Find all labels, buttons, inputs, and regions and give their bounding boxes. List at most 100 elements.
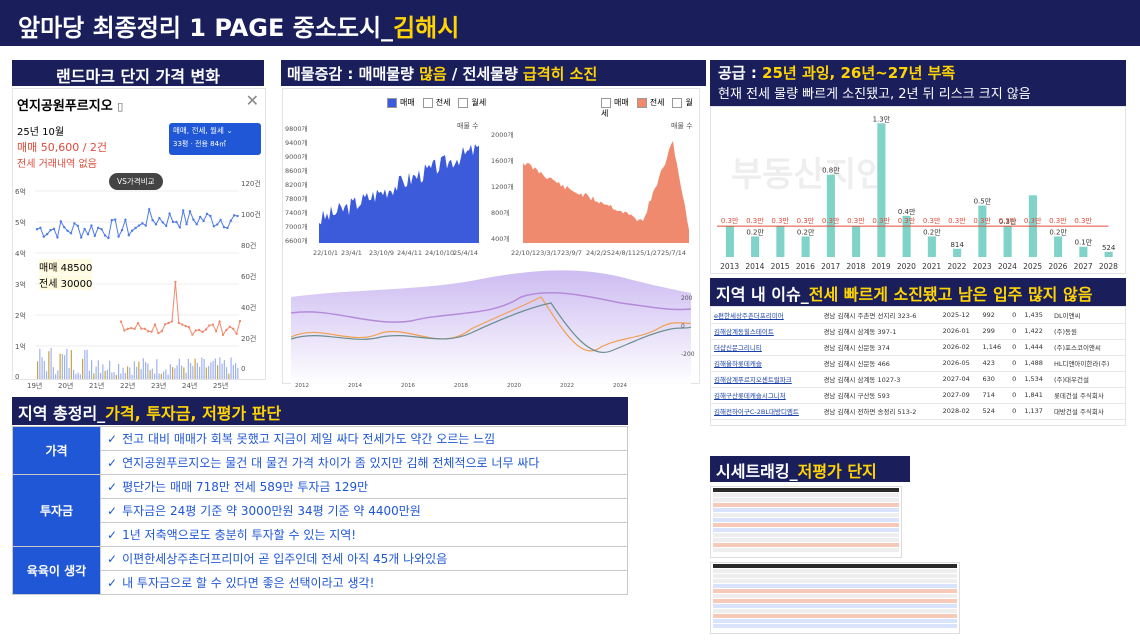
rent-price-point: [184, 324, 187, 328]
trade-price-point: [35, 227, 39, 231]
map-icon[interactable]: ▯: [117, 100, 124, 113]
volume-bar: [91, 360, 93, 379]
legend-item[interactable]: 전세: [636, 97, 664, 108]
summary-line: ✓ 내 투자금으로 할 수 있다면 좋은 선택이라고 생각!: [100, 570, 628, 595]
table-cell: 423: [979, 355, 1010, 372]
close-icon[interactable]: ✕: [245, 91, 259, 110]
volume-bar: [199, 366, 201, 379]
supply-year-label: 2020: [897, 262, 916, 271]
legend-item[interactable]: 전세: [422, 97, 450, 108]
trade-price-point: [69, 232, 73, 235]
volume-bar: [217, 365, 219, 379]
supply-data-label: 0.5만: [974, 197, 992, 206]
complex-link[interactable]: 김해삼계동힐스테이트: [711, 323, 821, 340]
table-cell: 1,488: [1021, 355, 1051, 372]
demand-label: 0.3만: [771, 216, 789, 225]
trade-price-point: [42, 235, 45, 238]
overlay-x-tick: 2018: [454, 383, 468, 389]
legend-item[interactable]: 월세: [458, 97, 487, 108]
legend-item[interactable]: 매매: [387, 97, 415, 108]
complex-link[interactable]: 김해삼계푸르지오센트럴파크: [711, 371, 821, 388]
table-cell: (주)동원: [1050, 323, 1125, 340]
trade-price-point: [107, 236, 110, 240]
trade-price-point: [73, 222, 76, 225]
supply-bar: [1054, 236, 1063, 257]
volume-bar: [138, 361, 140, 379]
volume-bar: [102, 364, 104, 379]
summary-row: ✓ 1년 저축액으로도 충분히 투자할 수 있는 지역!: [13, 522, 628, 547]
left-tick-label: 3억: [15, 281, 26, 289]
trade-y-tick: 9400개: [285, 139, 308, 147]
table-cell: (주)포스코이앤씨: [1050, 339, 1125, 356]
table-cell: 992: [979, 307, 1010, 324]
complex-name-text: 연지공원푸르지오: [17, 99, 113, 114]
legend-item[interactable]: 월세: [601, 97, 693, 118]
volume-bar: [46, 371, 48, 379]
table-cell: 2026-01: [939, 323, 980, 340]
right-tick-label: 20건: [241, 335, 257, 343]
rent-price-point: [170, 320, 174, 323]
supply-bar: [877, 123, 886, 258]
trade-price-point: [100, 228, 103, 231]
rent-price-point: [123, 329, 126, 332]
volume-bar: [208, 366, 210, 379]
demand-label: 0.3만: [847, 216, 865, 225]
complex-link[interactable]: 김해구산롯데캐슬시그니처: [711, 387, 821, 404]
volume-bar: [109, 360, 111, 379]
sheet-row: [713, 574, 957, 578]
sheet-row: [713, 604, 957, 608]
demand-label: 0.3만: [923, 216, 941, 225]
legend-item[interactable]: 매매: [601, 97, 629, 108]
volume-bar: [140, 368, 142, 379]
volume-bar: [79, 374, 81, 379]
trade-price-point: [131, 229, 134, 232]
volume-bar: [160, 373, 162, 379]
landmark-chart: [35, 190, 242, 379]
supply-year-label: 2013: [720, 262, 739, 271]
trade-price-point: [233, 214, 236, 217]
volume-bar: [196, 362, 198, 379]
supply-year-label: 2017: [821, 262, 840, 271]
sheet-row: [713, 584, 957, 588]
rent-price-point: [238, 319, 242, 323]
supply-year-label: 2018: [846, 262, 865, 271]
overlay-price-band: [291, 270, 691, 385]
rent-price-point: [130, 326, 133, 330]
volume-bar: [120, 373, 122, 379]
supply-year-label: 2023: [973, 262, 992, 271]
complex-link[interactable]: 김해율하롯데캐슬: [711, 355, 821, 372]
tracking-sheet-thumbnail-1[interactable]: [710, 486, 902, 558]
rent-price-point: [181, 323, 184, 326]
table-cell: 714: [979, 387, 1010, 404]
table-cell: 0: [1009, 339, 1022, 356]
volume-bar: [93, 373, 95, 379]
legend-label: 월세: [471, 98, 487, 107]
check-icon: ✓: [107, 456, 118, 470]
volume-bar: [237, 367, 239, 379]
trade-price-point: [49, 228, 52, 232]
volume-bar: [210, 362, 212, 379]
table-cell: 1,137: [1021, 403, 1051, 420]
compare-button[interactable]: VS가격비교: [109, 173, 163, 190]
legend-swatch: [601, 97, 611, 108]
sheet-row: [713, 619, 957, 623]
summary-line-text: 1년 저축액으로도 충분히 투자할 수 있는 지역!: [122, 528, 357, 542]
table-cell: 2026-05: [939, 355, 980, 372]
filter-dropdown[interactable]: 매매, 전세, 월세 ⌄ 33평 · 전용 84㎡: [169, 123, 261, 155]
complex-link[interactable]: 김해전하이구C-2BL대방디엠트: [711, 403, 821, 420]
filter-sub: 33평 · 전용 84㎡: [173, 140, 227, 148]
volume-bar: [201, 357, 203, 379]
sd-header-hl1: 많음: [419, 65, 447, 83]
trade-price-point: [97, 226, 100, 229]
rent-price-point: [228, 325, 231, 328]
volume-bar: [136, 366, 138, 379]
rent-price-point: [177, 321, 180, 325]
trade-price-point: [168, 212, 171, 215]
right-tick-label: 120건: [241, 180, 261, 188]
complex-link[interactable]: e편한세상주촌더프리미어: [711, 307, 821, 324]
table-cell: 1,146: [979, 339, 1010, 356]
complex-link[interactable]: 더샵신문그리니티: [711, 339, 821, 356]
tracking-sheet-thumbnail-2[interactable]: [710, 562, 960, 634]
legend-label: 매매: [614, 98, 629, 107]
check-icon: ✓: [107, 504, 118, 518]
